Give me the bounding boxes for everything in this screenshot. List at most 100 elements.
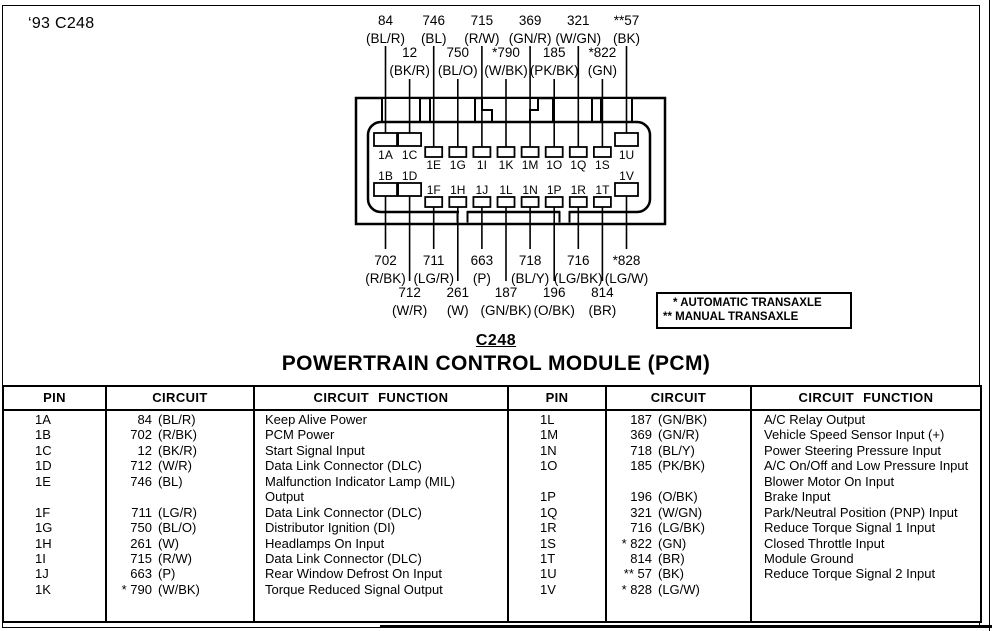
circuit-number: 716	[630, 520, 652, 536]
pin-label-1B: 1B	[378, 169, 393, 183]
circuit-number: 261	[130, 535, 152, 551]
pin-label-1A: 1A	[378, 148, 393, 162]
column-body: Keep Alive Power PCM Power Start Signal In…	[255, 411, 507, 621]
wire-color-code: (GN/BK)	[658, 412, 708, 427]
connector-id-title: C248	[475, 332, 517, 349]
pin-cell: 1I	[35, 550, 46, 566]
wire-circuit-1G: 750	[447, 45, 470, 60]
pin-label-1V: 1V	[619, 169, 634, 183]
function-cell: Brake Input	[764, 489, 831, 505]
wire-color-code: (R/W)	[158, 550, 192, 566]
function-cell: Blower Motor On Input	[764, 473, 895, 489]
slot-erase-1	[459, 209, 467, 215]
circuit-number: 746	[130, 473, 152, 489]
column-header: PIN	[509, 387, 605, 411]
note-automatic-transaxle: * AUTOMATIC TRANSAXLE	[673, 297, 822, 309]
pin-label-1G: 1G	[450, 158, 466, 172]
pin-cell: 1N	[540, 442, 557, 458]
wire-color-1P: (O/BK)	[534, 303, 575, 318]
circuit-number: 814	[630, 550, 652, 566]
function-cell: PCM Power	[265, 427, 335, 443]
wire-circuit-1U: **57	[614, 13, 640, 28]
connector-key-tab-1	[429, 97, 476, 123]
circuit-cell: 750 (BL/O)	[107, 520, 253, 535]
column-header: CIRCUIT	[107, 387, 253, 411]
circuit-cell: 718 (BL/Y)	[607, 443, 750, 458]
wire-circuit-1S: *822	[589, 45, 617, 60]
pin-cell: 1Q	[540, 504, 558, 520]
connector-key-tab-3	[600, 97, 633, 123]
wire-color-1G: (BL/O)	[438, 63, 478, 78]
circuit-cell: * 790 (W/BK)	[107, 582, 253, 597]
wire-circuit-1Q: 321	[567, 13, 590, 28]
pin-cavity-1M	[520, 146, 540, 158]
column-body: 1L 1M 1N 1O 1P 1Q 1R 1S 1T 1U 1V	[509, 411, 605, 621]
wire-color-code: (P)	[158, 566, 176, 582]
circuit-number: 663	[130, 566, 152, 582]
circuit-cell: 12 (BK/R)	[107, 443, 253, 458]
circuit-number: 321	[630, 504, 652, 520]
wire-color-code: (W/R)	[158, 458, 192, 474]
circuit-cell: 715 (R/W)	[107, 551, 253, 566]
column-body: 1A 1B 1C 1D 1E 1F 1G 1H 1I 1J 1K	[4, 411, 105, 621]
table-column-pin-right: PIN 1L 1M 1N 1O 1P 1Q 1R 1S 1T 1U 1V	[509, 387, 607, 621]
pin-label-1M: 1M	[522, 158, 539, 172]
pin-label-1R: 1R	[571, 183, 587, 197]
pin-cell: 1K	[35, 581, 51, 597]
circuit-number: * 822	[621, 535, 652, 551]
wire-color-code: (BL/O)	[158, 520, 197, 536]
wire-circuit-1D: 712	[398, 285, 421, 300]
wire-circuit-1M: 369	[519, 13, 542, 28]
wire-color-1I: (R/W)	[464, 31, 499, 46]
pin-cavity-1D	[397, 182, 423, 197]
function-cell: Data Link Connector (DLC)	[265, 504, 422, 520]
wire-color-code: (LG/W)	[658, 581, 700, 597]
pin-label-1C: 1C	[402, 148, 418, 162]
pin-cavity-1V	[614, 182, 639, 197]
pin-cell: 1T	[540, 550, 556, 566]
column-header: CIRCUIT FUNCTION	[255, 387, 507, 411]
wire-color-1R: (LG/BK)	[554, 271, 603, 286]
pin-cell: 1C	[35, 442, 52, 458]
pin-label-1P: 1P	[547, 183, 562, 197]
page-bottom-border	[380, 625, 992, 628]
pin-cavity-1N	[520, 196, 540, 208]
pin-cavity-1J	[472, 196, 492, 208]
circuit-number: 84	[137, 412, 152, 427]
pin-label-1F: 1F	[427, 183, 441, 197]
pin-cell: 1S	[540, 535, 556, 551]
circuit-number: 702	[130, 427, 152, 443]
table-column-func-left: CIRCUIT FUNCTION Keep Alive Power PCM Powe…	[255, 387, 509, 621]
wire-color-1O: (PK/BK)	[530, 63, 579, 78]
note-manual-transaxle: ** MANUAL TRANSAXLE	[663, 311, 799, 323]
wire-color-code: (BL)	[158, 473, 183, 489]
pin-label-1N: 1N	[522, 183, 537, 197]
table-column-circ-left: CIRCUIT 84 (BL/R) 702 (R/BK) 12 (BK/R) 712 (W/R)…	[107, 387, 255, 621]
function-cell: Power Steering Pressure Input	[764, 442, 942, 458]
wire-color-1Q: (W/GN)	[555, 31, 601, 46]
function-cell: Keep Alive Power	[265, 412, 367, 427]
wire-circuit-1J: 663	[471, 253, 494, 268]
circuit-number: 369	[630, 427, 652, 443]
connector-key-tab-0	[381, 97, 421, 123]
wire-color-code: (R/BK)	[158, 427, 197, 443]
pin-cell: 1G	[35, 520, 53, 536]
function-cell: Output	[265, 489, 305, 505]
wire-color-code: (LG/BK)	[658, 520, 705, 536]
circuit-number: 715	[130, 550, 152, 566]
wire-color-1E: (BL)	[421, 31, 447, 46]
wire-color-1V: (LG/W)	[605, 271, 649, 286]
table-column-pin-left: PIN 1A 1B 1C 1D 1E 1F 1G 1H 1I 1J 1K	[4, 387, 107, 621]
wire-circuit-1L: 187	[495, 285, 518, 300]
wire-color-1C: (BK/R)	[389, 63, 430, 78]
circuit-number: 12	[137, 442, 152, 458]
pin-cavity-1T	[593, 196, 612, 208]
pin-cavity-1G	[448, 146, 468, 158]
pin-cavity-1R	[568, 196, 588, 208]
wire-color-1U: (BK)	[613, 31, 640, 46]
wire-circuit-1N: 718	[519, 253, 542, 268]
wire-color-code: (GN)	[658, 535, 687, 551]
pin-cavity-1H	[448, 196, 468, 208]
connector-key-tab-2	[552, 97, 593, 123]
pin-cavity-1Q	[568, 146, 588, 158]
